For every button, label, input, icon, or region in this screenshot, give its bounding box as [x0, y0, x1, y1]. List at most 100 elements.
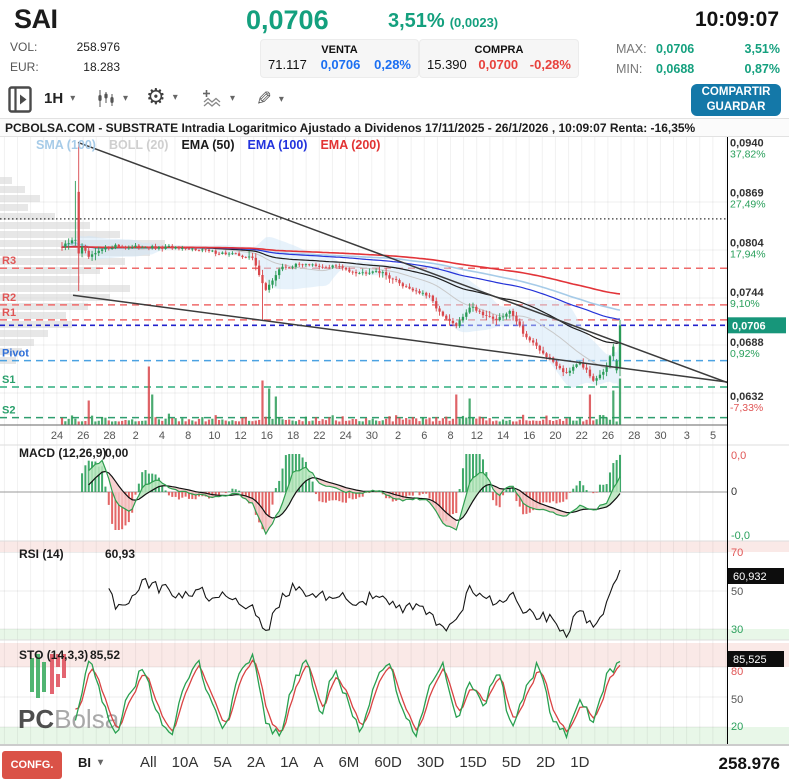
rsi-axis-50: 50 [731, 586, 743, 598]
legend-item[interactable]: BOLL (20) [108, 138, 169, 152]
range-button-2A[interactable]: 2A [246, 754, 266, 771]
range-button-10A[interactable]: 10A [171, 754, 199, 771]
macd-label: MACD (12,26,9) [19, 446, 106, 460]
chevron-down-icon: ▾ [70, 93, 76, 104]
x-axis-label: 8 [185, 430, 191, 442]
price-axis-pct: -7,33% [730, 402, 763, 414]
macd-axis-bottom: -0,0 [731, 530, 750, 542]
range-button-6M[interactable]: 6M [338, 754, 360, 771]
range-button-60D[interactable]: 60D [374, 754, 402, 771]
x-axis-label: 22 [576, 430, 588, 442]
share-save-button[interactable]: COMPARTIR GUARDAR [691, 84, 781, 116]
add-indicator-dropdown[interactable]: ▾ [202, 89, 235, 107]
candlestick-icon [98, 90, 114, 107]
sto-current-box: 85,525 [733, 654, 767, 666]
x-axis-label: 18 [287, 430, 299, 442]
rsi-panel: RSI (14) 60,93 70 60,932 50 30 [0, 547, 789, 641]
range-button-5D[interactable]: 5D [501, 754, 522, 771]
ask-title: VENTA [321, 44, 358, 56]
x-axis-label: 24 [340, 430, 352, 442]
x-axis-label: 22 [313, 430, 325, 442]
indicator-legend: SMA (100) BOLL (20) EMA (50) EMA (100) EMA (… [36, 138, 393, 152]
settings-dropdown[interactable]: ⚙ ▾ [146, 86, 178, 108]
ask-box: VENTA 71.117 0,0706 0,28% [260, 39, 419, 78]
mode-value: BI [78, 755, 91, 770]
x-axis-label: 24 [51, 430, 63, 442]
pcbolsa-watermark: PCBolsa [18, 654, 120, 734]
price-axis-value: 0,0804 [730, 237, 765, 249]
price-axis-value: 0,0940 [730, 137, 764, 149]
max-label: MAX: [616, 42, 647, 56]
chart-type-dropdown[interactable]: ▾ [96, 90, 128, 107]
chevron-down-icon: ▾ [172, 91, 178, 103]
draw-tools-dropdown[interactable]: ✎ ▾ [256, 88, 284, 111]
x-axis-label: 28 [628, 430, 640, 442]
x-axis-label: 10 [208, 430, 220, 442]
bid-qty: 15.390 [427, 57, 467, 72]
range-buttons: All 10A 5A 2A 1A A 6M 60D 30D 15D 5D 2D 1D [140, 754, 604, 771]
x-axis-label: 26 [602, 430, 614, 442]
volume-bars [60, 366, 622, 425]
timeframe-dropdown[interactable]: 1H ▾ [44, 90, 75, 107]
volume-profile [0, 177, 165, 364]
bid-title: COMPRA [474, 44, 524, 56]
range-button-All[interactable]: All [140, 754, 157, 771]
min-row: MIN: 0,0688 0,87% [616, 62, 780, 76]
ask-price: 0,0706 [320, 57, 361, 72]
sto-axis-80: 80 [731, 666, 743, 678]
legend-item[interactable]: EMA (100) [247, 138, 308, 152]
level-label: R3 [2, 255, 16, 267]
min-price: 0,0688 [656, 62, 695, 76]
x-axis-label: 12 [235, 430, 247, 442]
range-button-30D[interactable]: 30D [416, 754, 445, 771]
config-button[interactable]: CONFG. [2, 751, 62, 779]
range-button-1A[interactable]: 1A [280, 754, 299, 771]
price-axis-pct: 17,94% [730, 248, 766, 260]
rsi-axis-30: 30 [731, 624, 743, 636]
bid-pct: -0,28% [529, 57, 571, 72]
range-button-A[interactable]: A [313, 754, 324, 771]
vol-value: 258.976 [76, 40, 120, 54]
trendline [77, 141, 727, 384]
symbol: SAI [14, 4, 58, 34]
sto-label: STO (14,3,3) [19, 648, 88, 662]
rsi-axis-70: 70 [731, 547, 743, 559]
change-pct: 3,51% [388, 10, 445, 32]
legend-item[interactable]: EMA (50) [181, 138, 235, 152]
range-button-2D[interactable]: 2D [536, 754, 556, 771]
x-axis-label: 16 [261, 430, 273, 442]
sto-axis-20: 20 [731, 721, 743, 733]
x-axis-label: 30 [654, 430, 666, 442]
sto-value: 85,52 [90, 648, 120, 662]
ask-pct: 0,28% [374, 57, 411, 72]
mode-dropdown[interactable]: BI ▾ [78, 755, 103, 770]
candles [60, 142, 622, 386]
volume-row: VOL: 258.976 [10, 40, 120, 54]
price-axis-pct: 9,10% [730, 298, 760, 310]
price-axis-pct: 0,92% [730, 348, 760, 360]
price-axis-value: 0,0744 [730, 287, 765, 299]
max-price: 0,0706 [656, 42, 695, 56]
eur-row: EUR: 18.283 [10, 60, 120, 74]
macd-axis-mid: 0 [731, 486, 737, 498]
chart-area[interactable]: R3 R2 R1 Pivot S1 S2 24 26 28 2 4 8 10 12 16 18 22 24 30 2 6… [0, 137, 789, 745]
x-axis-label: 12 [471, 430, 483, 442]
panel-toggle-button[interactable] [8, 86, 32, 113]
range-button-1D[interactable]: 1D [570, 754, 590, 771]
gear-icon: ⚙ [146, 84, 166, 109]
price-axis-pct: 27,49% [730, 199, 766, 211]
change: 3,51% (0,0023) [388, 10, 498, 33]
range-button-5A[interactable]: 5A [213, 754, 232, 771]
max-row: MAX: 0,0706 3,51% [616, 42, 780, 56]
bid-box: COMPRA 15.390 0,0700 -0,28% [419, 39, 579, 78]
rsi-value: 60,93 [105, 547, 135, 561]
macd-axis-top: 0,0 [731, 450, 746, 462]
range-button-15D[interactable]: 15D [459, 754, 487, 771]
add-indicator-icon [203, 90, 221, 107]
legend-item[interactable]: EMA (200) [320, 138, 381, 152]
legend-item[interactable]: SMA (100) [36, 138, 96, 152]
x-axis-label: 5 [710, 430, 716, 442]
